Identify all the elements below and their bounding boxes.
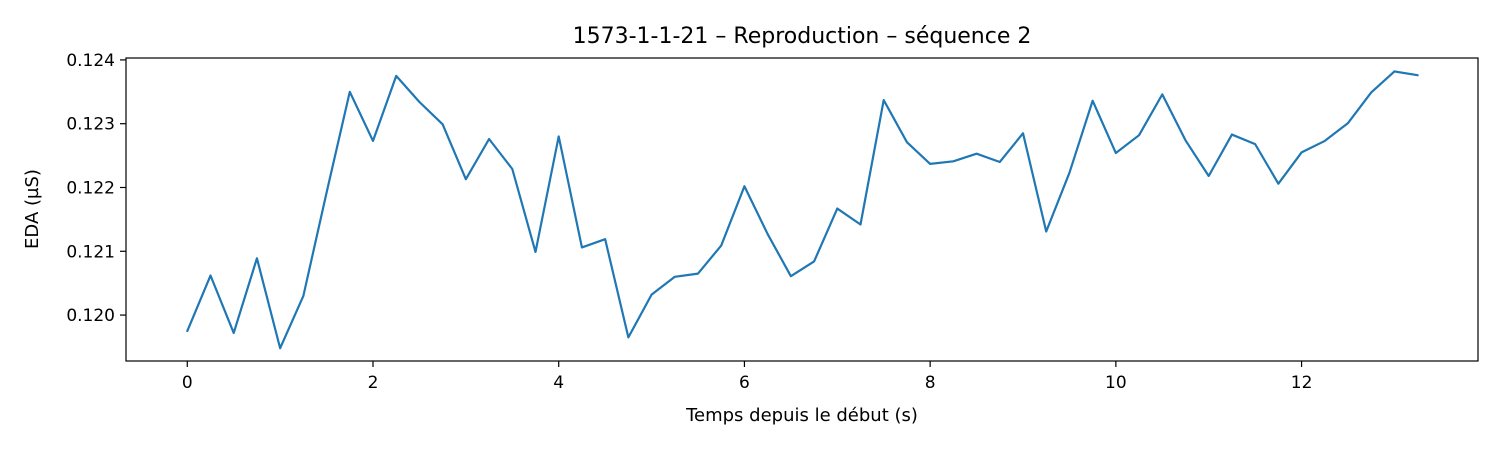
x-tick-label: 10 <box>1105 373 1127 393</box>
eda-series-line <box>186 70 1419 350</box>
x-tick-label: 8 <box>925 373 936 393</box>
x-tick-label: 0 <box>182 373 193 393</box>
x-tick-label: 4 <box>553 373 564 393</box>
y-tick-label: 0.124 <box>66 51 115 71</box>
plot-frame <box>125 57 1479 362</box>
y-tick-label: 0.122 <box>66 178 115 198</box>
y-tick-label: 0.123 <box>66 115 115 135</box>
x-tick-label: 6 <box>739 373 750 393</box>
y-axis: 0.120 0.121 0.122 0.123 0.124 <box>66 51 126 326</box>
y-tick-label: 0.121 <box>66 242 115 262</box>
y-tick-label: 0.120 <box>66 306 115 326</box>
x-tick-label: 12 <box>1291 373 1313 393</box>
chart-title: 1573-1-1-21 – Reproduction – séquence 2 <box>573 24 1032 49</box>
plot-area <box>186 70 1419 350</box>
y-axis-label: EDA (µS) <box>22 169 43 249</box>
x-axis-label: Temps depuis le début (s) <box>685 405 918 426</box>
x-axis: 0 2 4 6 8 10 12 <box>182 361 1313 393</box>
x-tick-label: 2 <box>368 373 379 393</box>
